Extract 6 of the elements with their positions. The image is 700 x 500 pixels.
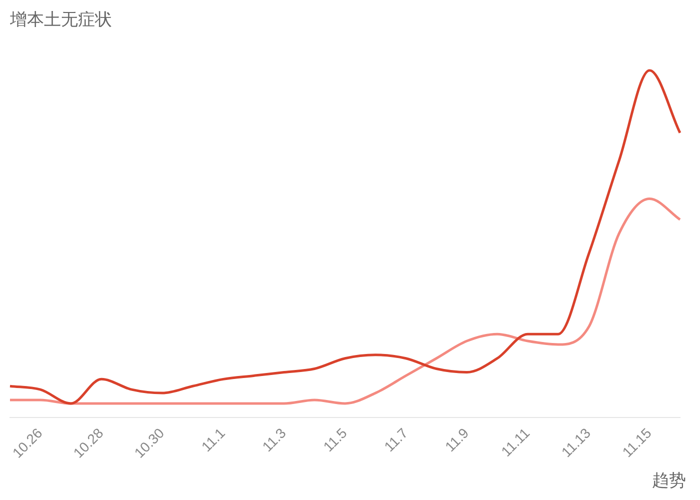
text: 趋势	[652, 470, 686, 492]
x-tick-label: 11.1	[198, 424, 228, 455]
x-tick-label: 11.9	[442, 424, 472, 455]
x-tick-label: 11.3	[259, 424, 290, 455]
chart-title: 增本土无症状	[9, 10, 112, 29]
x-tick-label: 11.5	[320, 424, 350, 455]
